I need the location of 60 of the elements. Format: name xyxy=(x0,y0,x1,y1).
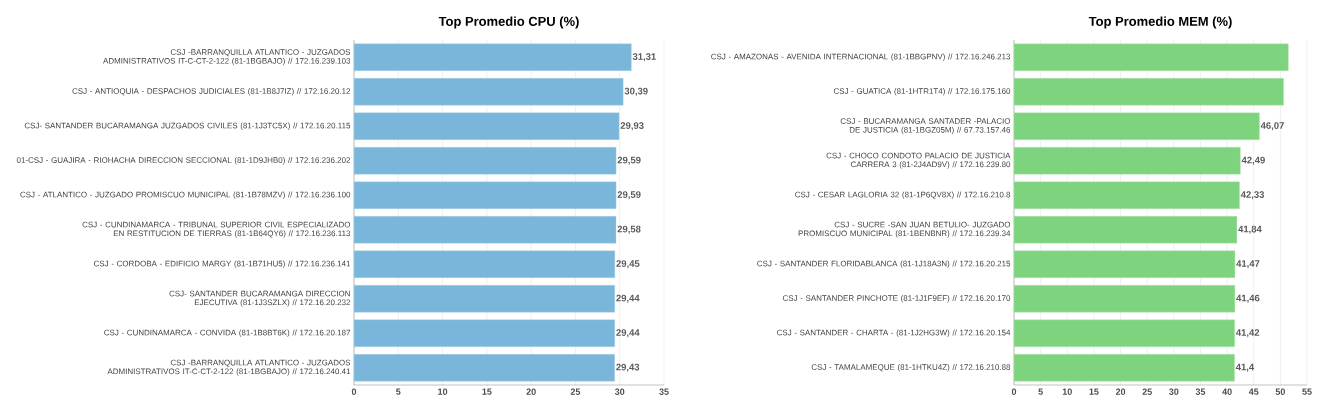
bar xyxy=(1014,43,1289,71)
data-label: 46,07 xyxy=(1260,122,1284,131)
data-label: 29,43 xyxy=(616,363,640,372)
bar xyxy=(354,216,617,244)
bar xyxy=(354,78,624,106)
bar xyxy=(1014,216,1238,244)
x-tick-label: 25 xyxy=(570,388,581,395)
x-tick-label: 50 xyxy=(1275,388,1285,395)
bar xyxy=(1014,285,1236,313)
bar xyxy=(354,43,632,71)
data-label: 30,39 xyxy=(624,87,648,96)
x-tick-label: 30 xyxy=(1169,388,1179,395)
x-tick-label: 40 xyxy=(1222,388,1232,395)
data-label: 29,93 xyxy=(620,122,644,131)
data-label: 42,33 xyxy=(1240,191,1265,200)
x-tick-label: 20 xyxy=(526,388,536,395)
x-tick-label: 30 xyxy=(614,388,625,395)
x-tick-label: 35 xyxy=(659,388,669,395)
data-label: 41,47 xyxy=(1236,260,1260,269)
bar xyxy=(1014,78,1284,106)
bar xyxy=(354,181,617,209)
data-label: 31,31 xyxy=(632,53,656,62)
x-tick-label: 15 xyxy=(1089,388,1099,395)
bar xyxy=(1014,181,1240,209)
data-label: 41,42 xyxy=(1236,329,1260,338)
x-tick-label: 5 xyxy=(396,388,401,395)
x-tick-label: 10 xyxy=(438,388,448,395)
x-tick-label: 25 xyxy=(1142,388,1152,395)
bar xyxy=(354,285,615,313)
bar xyxy=(354,112,620,140)
x-tick-label: 0 xyxy=(1011,388,1017,395)
bar xyxy=(1014,354,1235,382)
bar xyxy=(1014,250,1236,278)
data-label: 29,45 xyxy=(616,260,640,269)
bar xyxy=(1014,147,1241,175)
bar xyxy=(354,147,617,175)
chart-title: Top Promedio CPU (%) xyxy=(438,16,579,29)
x-tick-label: 35 xyxy=(1195,388,1206,395)
data-label: 42,49 xyxy=(1241,156,1265,165)
bar xyxy=(354,250,616,278)
data-label: 29,59 xyxy=(617,156,641,165)
data-label: 41,46 xyxy=(1236,294,1260,303)
x-tick-label: 10 xyxy=(1062,388,1072,395)
data-label: 29,44 xyxy=(616,294,640,303)
bar xyxy=(1014,112,1260,140)
x-tick-label: 45 xyxy=(1248,388,1259,395)
x-tick-label: 0 xyxy=(351,388,357,395)
x-tick-label: 15 xyxy=(482,388,492,395)
bar xyxy=(354,319,615,347)
bar xyxy=(354,354,615,382)
x-tick-label: 20 xyxy=(1115,388,1126,395)
data-label: 29,59 xyxy=(617,191,641,200)
x-tick-label: 5 xyxy=(1038,388,1043,395)
data-label: 29,44 xyxy=(616,329,640,338)
data-label: 29,58 xyxy=(617,225,641,234)
data-label: 41,84 xyxy=(1238,225,1262,234)
x-tick-label: 55 xyxy=(1302,388,1312,395)
chart-title: Top Promedio MEM (%) xyxy=(1088,16,1232,29)
bar xyxy=(1014,319,1235,347)
data-label: 41,4 xyxy=(1235,363,1255,372)
